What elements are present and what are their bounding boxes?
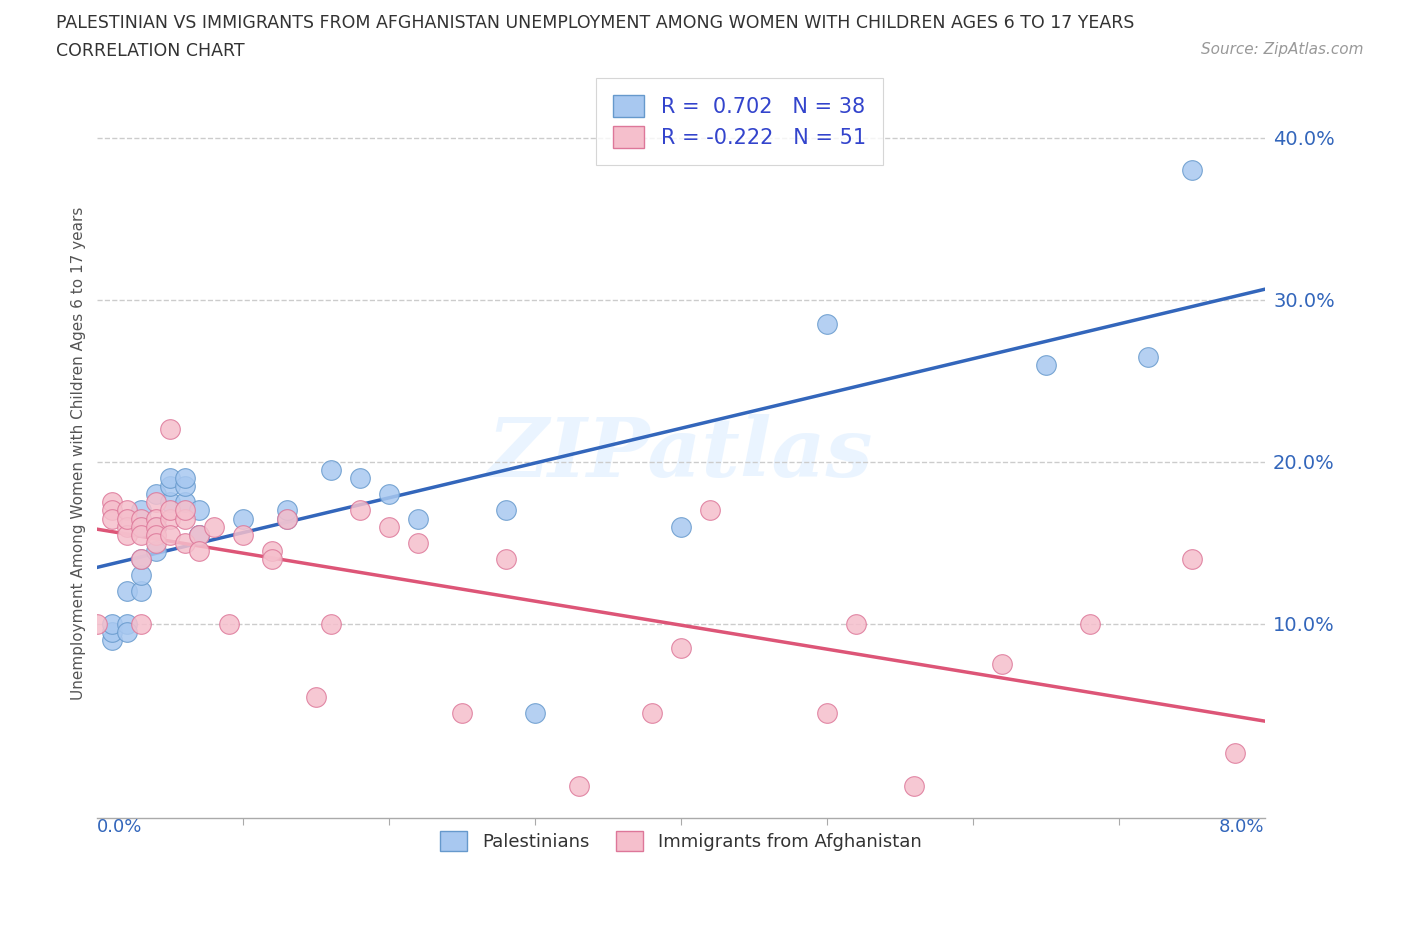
Point bbox=[101, 632, 124, 647]
Point bbox=[319, 462, 342, 477]
Point bbox=[188, 527, 211, 542]
Point bbox=[174, 536, 197, 551]
Point bbox=[319, 617, 342, 631]
Point bbox=[188, 527, 211, 542]
Point bbox=[903, 778, 925, 793]
Point bbox=[145, 519, 167, 534]
Point bbox=[408, 536, 430, 551]
Point bbox=[129, 551, 152, 566]
Point bbox=[174, 471, 197, 485]
Point bbox=[129, 503, 152, 518]
Point bbox=[145, 495, 167, 510]
Point bbox=[495, 551, 517, 566]
Point bbox=[669, 519, 692, 534]
Text: 0.0%: 0.0% bbox=[97, 818, 143, 836]
Point bbox=[305, 689, 328, 704]
Point bbox=[1136, 349, 1159, 364]
Point bbox=[1181, 163, 1204, 178]
Point bbox=[408, 512, 430, 526]
Point bbox=[218, 617, 240, 631]
Text: CORRELATION CHART: CORRELATION CHART bbox=[56, 42, 245, 60]
Legend: Palestinians, Immigrants from Afghanistan: Palestinians, Immigrants from Afghanista… bbox=[432, 822, 931, 860]
Point bbox=[262, 551, 284, 566]
Y-axis label: Unemployment Among Women with Children Ages 6 to 17 years: Unemployment Among Women with Children A… bbox=[72, 207, 86, 700]
Point bbox=[568, 778, 591, 793]
Point bbox=[232, 512, 254, 526]
Point bbox=[641, 705, 664, 720]
Point bbox=[159, 503, 181, 518]
Point bbox=[101, 512, 124, 526]
Point bbox=[451, 705, 474, 720]
Point bbox=[1181, 551, 1204, 566]
Point bbox=[145, 536, 167, 551]
Point bbox=[159, 495, 181, 510]
Point bbox=[378, 486, 401, 501]
Point bbox=[276, 512, 298, 526]
Point bbox=[669, 641, 692, 656]
Point bbox=[1078, 617, 1101, 631]
Point bbox=[101, 495, 124, 510]
Point bbox=[262, 543, 284, 558]
Point bbox=[232, 527, 254, 542]
Point bbox=[815, 317, 838, 332]
Point bbox=[129, 567, 152, 582]
Point bbox=[845, 617, 868, 631]
Point bbox=[524, 705, 547, 720]
Point bbox=[129, 584, 152, 599]
Point bbox=[101, 617, 124, 631]
Point bbox=[145, 486, 167, 501]
Point bbox=[115, 512, 138, 526]
Point bbox=[174, 503, 197, 518]
Point bbox=[129, 512, 152, 526]
Point bbox=[115, 624, 138, 639]
Point bbox=[129, 527, 152, 542]
Point bbox=[145, 527, 167, 542]
Point bbox=[699, 503, 721, 518]
Point bbox=[159, 422, 181, 437]
Point bbox=[349, 503, 371, 518]
Point bbox=[129, 551, 152, 566]
Point bbox=[159, 471, 181, 485]
Point bbox=[129, 519, 152, 534]
Text: Source: ZipAtlas.com: Source: ZipAtlas.com bbox=[1201, 42, 1364, 57]
Point bbox=[991, 657, 1014, 671]
Point bbox=[349, 471, 371, 485]
Point bbox=[276, 503, 298, 518]
Point bbox=[115, 584, 138, 599]
Point bbox=[202, 519, 225, 534]
Point bbox=[159, 479, 181, 494]
Point bbox=[115, 617, 138, 631]
Text: ZIPatlas: ZIPatlas bbox=[488, 414, 873, 494]
Text: 8.0%: 8.0% bbox=[1219, 818, 1264, 836]
Point bbox=[86, 617, 108, 631]
Point bbox=[145, 512, 167, 526]
Point bbox=[145, 519, 167, 534]
Point bbox=[1225, 746, 1247, 761]
Point bbox=[145, 519, 167, 534]
Point bbox=[129, 617, 152, 631]
Point bbox=[129, 519, 152, 534]
Point bbox=[174, 479, 197, 494]
Point bbox=[495, 503, 517, 518]
Point bbox=[159, 512, 181, 526]
Point bbox=[188, 527, 211, 542]
Text: PALESTINIAN VS IMMIGRANTS FROM AFGHANISTAN UNEMPLOYMENT AMONG WOMEN WITH CHILDRE: PALESTINIAN VS IMMIGRANTS FROM AFGHANIST… bbox=[56, 14, 1135, 32]
Point bbox=[276, 512, 298, 526]
Point bbox=[159, 527, 181, 542]
Point bbox=[1035, 357, 1057, 372]
Point bbox=[115, 503, 138, 518]
Point bbox=[378, 519, 401, 534]
Point bbox=[174, 495, 197, 510]
Point bbox=[145, 543, 167, 558]
Point bbox=[101, 503, 124, 518]
Point bbox=[115, 519, 138, 534]
Point bbox=[188, 503, 211, 518]
Point bbox=[174, 512, 197, 526]
Point bbox=[188, 543, 211, 558]
Point bbox=[815, 705, 838, 720]
Point bbox=[115, 527, 138, 542]
Point bbox=[101, 624, 124, 639]
